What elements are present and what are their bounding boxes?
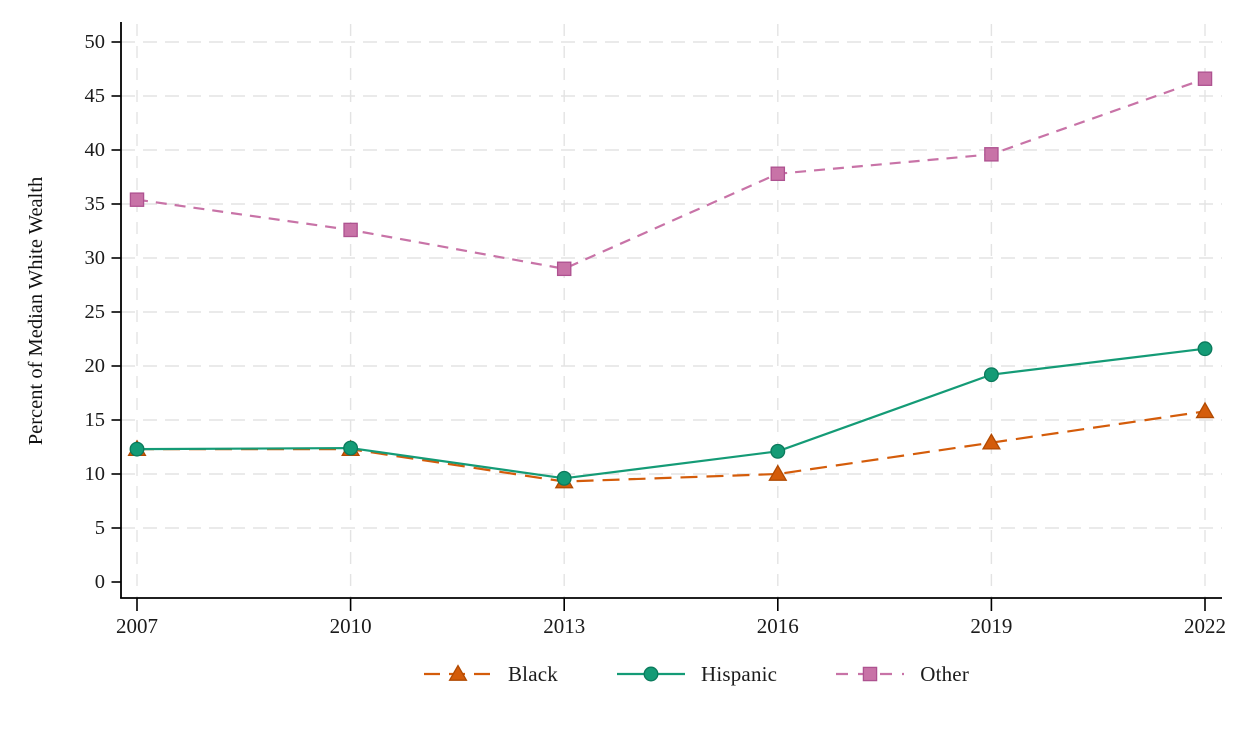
y-tick-label-40: 40: [85, 139, 106, 161]
legend-label: Hispanic: [700, 661, 778, 686]
x-tick-label-2022: 2022: [1184, 614, 1226, 638]
marker-black-2022: [1195, 401, 1215, 419]
legend: Black Hispanic Other: [70, 650, 1250, 698]
series-line-black: [137, 410, 1206, 483]
marker-other-2019: [984, 147, 999, 162]
legend-label: Other: [920, 661, 970, 686]
x-tick-label-2016: 2016: [757, 614, 799, 638]
x-tick-label-2007: 2007: [116, 614, 158, 638]
y-tick-label-35: 35: [85, 193, 106, 215]
y-axis-ticks: 0 5 10 15 20 25 30 35 40 45 50: [85, 31, 121, 593]
x-tick-label-2010: 2010: [330, 614, 372, 638]
y-tick-label-20: 20: [85, 355, 106, 377]
legend-swatch-other: [836, 666, 905, 682]
marker-other-2016: [770, 166, 786, 182]
y-tick-label-30: 30: [85, 247, 106, 269]
series-line-other: [136, 77, 1206, 270]
legend-label: Black: [507, 661, 558, 686]
y-tick-label-5: 5: [95, 517, 105, 539]
gridlines: [121, 24, 1222, 598]
x-tick-label-2013: 2013: [543, 614, 585, 638]
y-tick-label-25: 25: [85, 301, 106, 323]
y-tick-label-0: 0: [95, 571, 105, 593]
wealth-ratio-line-chart: 0 5 10 15 20 25 30 35 40 45 50 2007 2010 2013 2016 2019…: [25, 22, 1226, 638]
marker-other-2013: [556, 261, 572, 277]
legend-swatch-hispanic: [616, 666, 685, 682]
legend-swatch-black: [423, 664, 492, 681]
series-hispanic: [129, 341, 1213, 486]
marker-hispanic-2022: [1197, 341, 1213, 357]
y-tick-label-15: 15: [85, 409, 106, 431]
marker-other-2007: [129, 192, 145, 207]
legend-item-other: Other: [833, 662, 969, 687]
y-tick-label-50: 50: [85, 31, 106, 53]
series-black: [127, 401, 1215, 489]
y-axis-title: Percent of Median White Wealth: [25, 177, 47, 446]
marker-other-2022: [1197, 71, 1213, 86]
marker-hispanic-2019: [983, 367, 999, 383]
x-tick-label-2019: 2019: [970, 614, 1012, 638]
marker-hispanic-2016: [770, 443, 786, 459]
marker-hispanic-2013: [556, 470, 572, 486]
triangle-icon: [448, 664, 468, 681]
y-tick-label-45: 45: [85, 85, 106, 107]
legend-item-black: Black: [421, 662, 558, 687]
marker-hispanic-2010: [343, 440, 359, 456]
marker-other-2010: [343, 222, 358, 238]
y-tick-label-10: 10: [85, 463, 106, 485]
square-icon: [862, 666, 878, 682]
series-line-hispanic: [136, 347, 1206, 480]
legend-item-hispanic: Hispanic: [614, 662, 777, 687]
marker-black-2019: [981, 432, 1001, 450]
marker-black-2016: [768, 464, 788, 481]
series-other: [129, 71, 1213, 277]
plot-area: 0 5 10 15 20 25 30 35 40 45 50 2007 2010 2013 2016 2019…: [25, 22, 1226, 638]
marker-hispanic-2007: [129, 441, 145, 457]
x-axis-ticks: 2007 2010 2013 2016 2019 2022: [116, 598, 1226, 638]
circle-icon: [643, 666, 659, 682]
